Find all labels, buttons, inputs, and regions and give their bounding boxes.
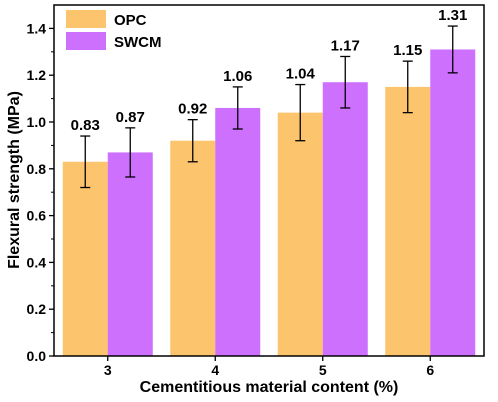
data-label-swcm-4: 1.06 — [223, 68, 252, 85]
y-tick-label-0.6: 0.6 — [27, 208, 47, 224]
data-label-opc-4: 0.92 — [178, 101, 207, 118]
bar-swcm-6 — [430, 49, 476, 357]
legend-label-opc: OPC — [114, 12, 147, 29]
y-tick-label-0.8: 0.8 — [27, 161, 47, 177]
legend-swatch-opc — [66, 10, 106, 28]
data-label-opc-6: 1.15 — [393, 42, 422, 59]
bar-opc-4 — [170, 140, 216, 356]
legend: OPC SWCM — [66, 10, 162, 51]
y-tick-label-0.2: 0.2 — [27, 301, 47, 317]
legend-label-swcm: SWCM — [114, 34, 162, 51]
legend-swatch-swcm — [66, 32, 106, 50]
x-axis-title: Cementitious material content (%) — [140, 379, 399, 396]
bar-swcm-3 — [107, 152, 153, 356]
y-tick-label-1.0: 1.0 — [27, 114, 47, 130]
x-tick-label-4: 4 — [211, 362, 219, 378]
x-tick-label-5: 5 — [319, 362, 327, 378]
data-label-opc-3: 0.83 — [71, 117, 100, 134]
y-tick-label-1.4: 1.4 — [27, 20, 47, 36]
bar-swcm-4 — [215, 107, 261, 357]
y-axis: 0.0 0.2 0.4 0.6 0.8 1.0 1.2 1.4 — [27, 20, 54, 364]
data-label-opc-5: 1.04 — [286, 66, 316, 83]
plot-frame — [53, 4, 485, 357]
y-tick-label-0.4: 0.4 — [27, 254, 47, 270]
bars-layer — [62, 49, 476, 357]
x-tick-label-3: 3 — [104, 362, 112, 378]
bar-swcm-5 — [322, 82, 368, 356]
x-axis: 3 4 5 6 — [104, 356, 434, 378]
bar-opc-3 — [62, 161, 108, 356]
data-label-swcm-3: 0.87 — [116, 109, 145, 126]
y-axis-title: Flexural strength (MPa) — [6, 91, 23, 269]
y-tick-label-1.2: 1.2 — [27, 67, 47, 83]
data-label-swcm-6: 1.31 — [438, 7, 467, 24]
bar-opc-6 — [385, 86, 431, 357]
y-tick-label-0.0: 0.0 — [27, 348, 47, 364]
x-tick-label-6: 6 — [426, 362, 434, 378]
bar-opc-5 — [277, 112, 323, 356]
data-labels-layer: 0.83 0.87 0.92 1.06 1.04 1.17 1.15 1.31 — [71, 7, 468, 134]
data-label-swcm-5: 1.17 — [331, 37, 360, 54]
error-bars-layer — [80, 25, 458, 189]
